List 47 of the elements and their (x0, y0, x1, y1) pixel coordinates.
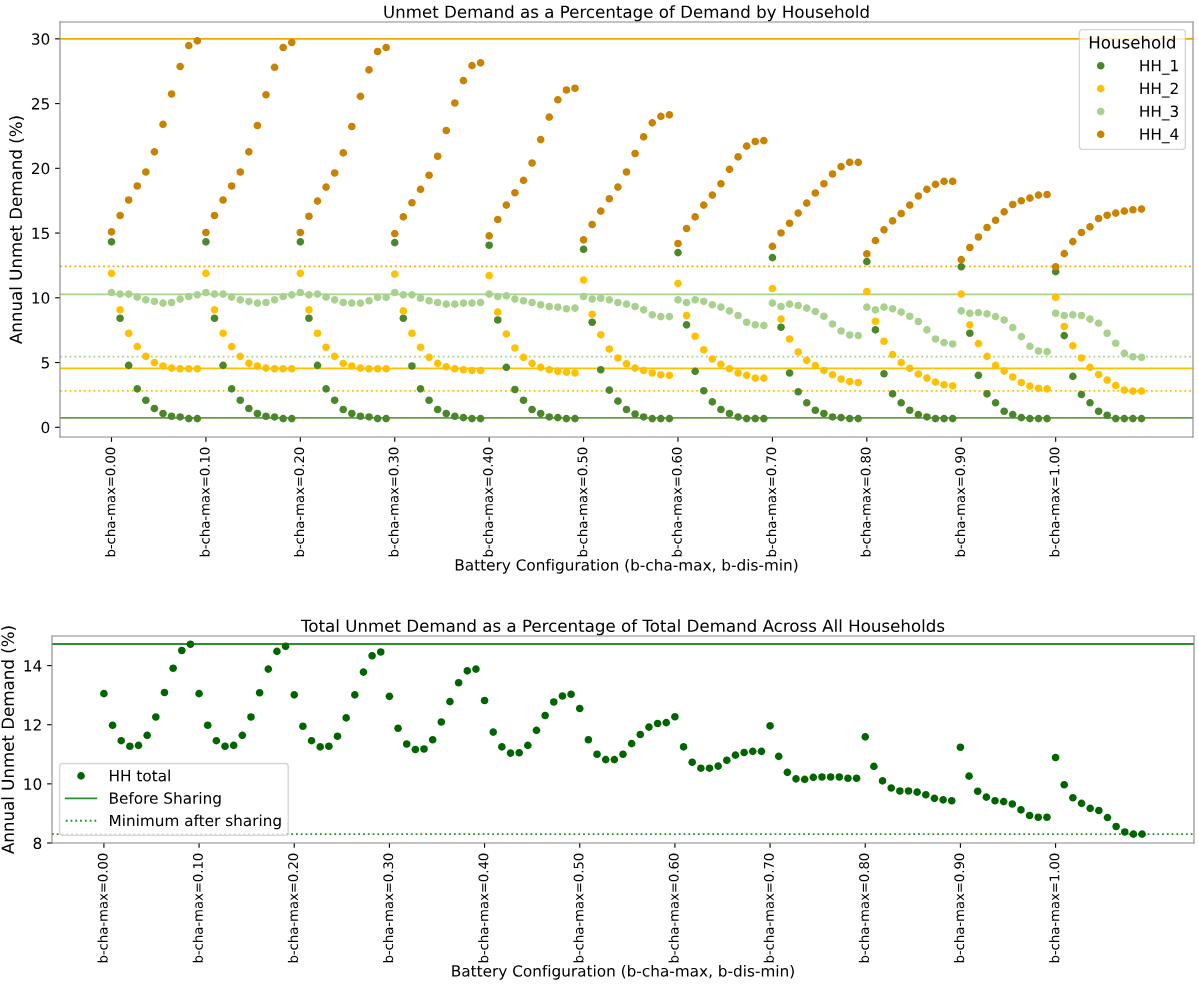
y-tick-label: 14 (24, 660, 42, 672)
y-tick-label: 15 (32, 227, 49, 240)
x-tick-label: b-cha-max=0.70 (766, 447, 777, 557)
legend-label: Before Sharing (110, 792, 221, 807)
legend-title: Household (1089, 35, 1175, 49)
legend-label: HH_1 (1140, 59, 1178, 75)
x-tick-label: b-cha-max=0.30 (388, 447, 399, 557)
x-axis-title: Battery Configuration (b-cha-max, b-dis-min) (452, 964, 794, 980)
x-tick-label: b-cha-max=0.00 (105, 447, 116, 557)
y-tick-label: 20 (31, 162, 50, 175)
y-tick-label: 10 (24, 778, 42, 790)
x-tick-label: b-cha-max=0.90 (954, 853, 965, 963)
x-tick-label: b-cha-max=0.50 (577, 447, 588, 557)
y-axis-title: Annual Unmet Demand (%) (9, 116, 25, 344)
x-axis-title: Battery Configuration (b-cha-max, b-dis-min) (455, 558, 798, 574)
y-tick-label: 8 (33, 837, 42, 850)
y-tick-label: 5 (41, 357, 49, 369)
y-tick-label: 25 (31, 98, 49, 110)
legend-label: HH_3 (1140, 105, 1179, 121)
y-tick-label: 12 (24, 719, 41, 731)
y-tick-label: 10 (32, 292, 50, 304)
x-tick-label: b-cha-max=0.80 (858, 853, 870, 963)
x-tick-label: b-cha-max=0.40 (482, 447, 493, 557)
x-tick-label: b-cha-max=0.60 (671, 447, 682, 557)
legend-label: HH_4 (1140, 128, 1179, 144)
legend-label: HH total (110, 769, 170, 782)
x-tick-label: b-cha-max=0.60 (668, 853, 679, 963)
x-tick-label: b-cha-max=0.80 (860, 447, 871, 557)
x-tick-label: b-cha-max=0.00 (97, 853, 108, 963)
chart-title: Total Unmet Demand as a Percentage of Total Demand Across All Households (300, 619, 945, 636)
x-tick-label: b-cha-max=0.50 (573, 853, 584, 963)
x-tick-label: b-cha-max=0.10 (192, 853, 203, 963)
x-tick-label: b-cha-max=1.00 (1049, 853, 1060, 963)
ref-line-label: Minimum after sharing (110, 814, 281, 830)
legend-label: HH_2 (1140, 82, 1178, 98)
x-tick-label: b-cha-max=0.30 (383, 853, 394, 963)
x-tick-label: b-cha-max=0.20 (287, 853, 299, 963)
x-tick-label: b-cha-max=0.20 (293, 447, 305, 557)
y-axis-title: Annual Unmet Demand (%) (1, 626, 17, 854)
y-tick-label: 30 (32, 33, 50, 45)
y-tick-label: 0 (41, 421, 50, 434)
x-tick-label: b-cha-max=1.00 (1049, 447, 1060, 557)
x-tick-label: b-cha-max=0.40 (478, 853, 489, 963)
chart-title: Unmet Demand as a Percentage of Demand by Household (384, 5, 869, 22)
x-tick-label: b-cha-max=0.90 (954, 447, 966, 557)
x-tick-label: b-cha-max=0.10 (199, 447, 210, 557)
x-tick-label: b-cha-max=0.70 (763, 853, 774, 963)
